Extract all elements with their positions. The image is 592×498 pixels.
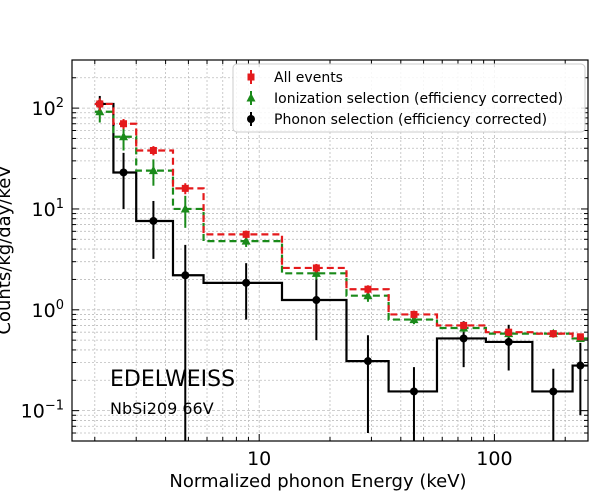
data-point (410, 310, 418, 318)
data-point (549, 330, 557, 338)
legend-marker (247, 73, 255, 81)
y-tick-label: 10−1 (21, 399, 64, 423)
x-tick-label: 10 (247, 448, 271, 470)
data-point (363, 290, 373, 300)
annotation-experiment: EDELWEISS (110, 367, 235, 392)
legend-label: Ionization selection (efficiency correct… (274, 91, 563, 107)
data-point (242, 230, 250, 238)
plot-frame (71, 59, 589, 442)
data-point (149, 146, 157, 154)
data-point (409, 387, 418, 396)
data-point (241, 236, 251, 245)
data-point (576, 333, 584, 341)
data-point (119, 168, 128, 177)
data-point (504, 337, 513, 346)
series-step-line (94, 102, 588, 393)
data-point (363, 357, 372, 366)
legend-label: All events (274, 70, 343, 86)
data-point (180, 203, 190, 213)
data-point (95, 106, 105, 116)
legend-box (232, 63, 586, 133)
series-0 (94, 98, 588, 341)
data-point (364, 285, 372, 293)
data-point (576, 361, 585, 370)
data-point (459, 334, 468, 343)
annotation-detector: NbSi209 66V (110, 399, 214, 418)
data-point (120, 120, 128, 128)
x-tick-label: 100 (476, 448, 512, 470)
x-axis-label: Normalized phonon Energy (keV) (169, 471, 466, 492)
data-point (148, 165, 158, 175)
data-point (460, 321, 468, 329)
data-point (181, 184, 189, 192)
legend-marker (247, 115, 255, 123)
series-layer (94, 95, 588, 441)
data-point (119, 131, 129, 141)
data-point (181, 271, 190, 280)
data-point (312, 264, 320, 272)
legend-marker (246, 93, 256, 102)
data-point (312, 296, 321, 305)
data-point (311, 268, 321, 277)
data-point (409, 314, 419, 324)
data-point (549, 387, 558, 396)
data-point (505, 328, 513, 336)
series-step-line (94, 102, 588, 338)
legend-label: Phonon selection (efficiency corrected) (274, 112, 547, 128)
data-point (149, 216, 158, 225)
data-point (242, 278, 251, 287)
legend: All events Ionization selection (efficien… (232, 63, 586, 133)
y-axis-label: Counts/kg/day/keV (0, 165, 15, 335)
data-point (96, 100, 104, 108)
